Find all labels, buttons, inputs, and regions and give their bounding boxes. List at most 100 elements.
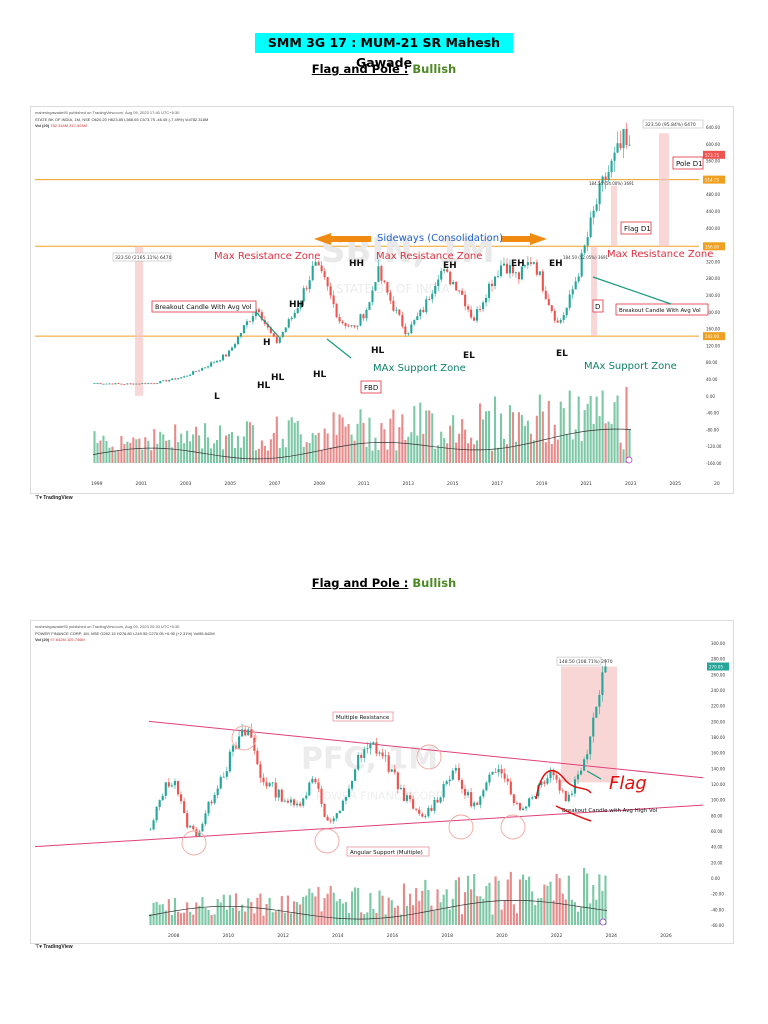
chart1-volume-bar <box>296 421 299 463</box>
chart2-candle <box>589 736 592 755</box>
chart2-candle <box>170 785 173 787</box>
chart1-volume-bar <box>272 432 275 463</box>
chart1-volume-bar <box>338 414 341 463</box>
chart2-candle <box>558 779 561 791</box>
chart1-volume-bar <box>482 419 485 463</box>
chart2-last-price-bg <box>707 662 729 671</box>
chart2-volume-bar <box>436 889 439 925</box>
chart2-volume-bar <box>454 880 457 925</box>
chart1-candle <box>218 360 222 362</box>
chart1-swing-label: EH <box>511 259 525 269</box>
chart1-x-tick: 2015 <box>447 481 459 487</box>
chart2-volume-bar <box>320 911 323 925</box>
chart2-volume-bar <box>543 884 546 925</box>
chart2-y-tick: 20.00 <box>711 860 723 865</box>
chart1-volume-bar <box>341 417 344 463</box>
chart2-volume-bar <box>512 904 515 925</box>
chart2-y-tick: 200.00 <box>711 719 725 724</box>
chart1-volume-bar <box>323 428 326 463</box>
chart2-volume-bar <box>470 889 473 925</box>
chart2-candle <box>518 803 522 810</box>
chart1-x-tick: 1999 <box>91 481 103 487</box>
chart1-max-res-mid: Max Resistance Zone <box>376 251 482 262</box>
chart1-candle <box>326 277 329 287</box>
chart1-volume-bar <box>329 447 332 463</box>
chart1-support-arrow <box>326 338 352 359</box>
chart2-candle <box>442 784 445 798</box>
chart1-volume-bar <box>374 437 377 463</box>
chart2-candle <box>189 825 192 828</box>
chart2-candle <box>332 818 335 822</box>
chart1-candle <box>499 265 503 277</box>
chart1-candle <box>610 160 613 173</box>
chart2-candle <box>207 801 210 814</box>
chart1-candle <box>604 176 607 180</box>
chart1-volume-bar <box>464 429 467 463</box>
chart2-volume-bar <box>332 892 335 925</box>
chart2-candle <box>155 807 158 821</box>
chart2-volume-bar <box>427 889 430 925</box>
chart1-candle <box>230 347 234 351</box>
chart1-volume-bar <box>458 433 461 463</box>
chart1-candle <box>386 282 389 293</box>
chart2-volume-bar <box>253 913 256 925</box>
chart1-candle <box>242 325 245 334</box>
chart2-candle <box>473 802 476 807</box>
chart1-volume-bar <box>180 433 183 463</box>
chart2-volume-bar <box>262 915 265 925</box>
chart2-volume-bar <box>503 900 506 925</box>
chart1-volume-bar <box>153 429 156 463</box>
chart1-candle <box>479 309 482 310</box>
chart1-candle <box>431 293 434 300</box>
chart1-candle <box>559 320 562 323</box>
chart1-volume-bar <box>598 416 601 463</box>
chart2-volume-bar <box>442 894 445 925</box>
chart2-volume-bar <box>277 909 280 925</box>
chart1-candle <box>598 183 601 205</box>
chart2-pivot-circle <box>314 828 340 854</box>
chart1-price-label-bg <box>703 332 725 341</box>
chart2-x-tick: 2012 <box>277 933 289 939</box>
chart2-candle <box>167 782 170 787</box>
chart1-volume-bar <box>401 414 404 463</box>
chart1-volume-bar <box>580 441 583 463</box>
section1-label: Flag and Pole : <box>311 62 409 76</box>
chart2-volume-bar <box>161 904 164 925</box>
chart2-candle <box>515 802 518 804</box>
chart2-candle <box>436 799 439 803</box>
chart1-candle <box>473 317 476 321</box>
chart1-candle <box>580 253 583 277</box>
chart1-volume-bar <box>350 434 353 463</box>
chart1-candle <box>347 325 350 327</box>
chart2-candle <box>601 672 604 695</box>
chart1-volume-bar <box>218 425 222 463</box>
chart1-y-tick: -40.00 <box>706 411 719 416</box>
chart1-volume-bar <box>135 439 138 463</box>
chart2-flag-label: Flag <box>609 773 647 794</box>
chart1-measure-box-flag <box>611 185 617 247</box>
section2-label: Flag and Pole : <box>311 576 409 590</box>
chart1-y-tick: -160.00 <box>706 461 722 466</box>
chart2-candle <box>595 706 598 718</box>
chart2-volume-bar <box>384 914 387 925</box>
chart2-volume-bar <box>201 897 204 925</box>
chart1-candle <box>162 380 165 382</box>
chart2-candle <box>241 729 244 737</box>
chart2-y-tick: 0.00 <box>711 876 720 881</box>
chart2-candle <box>183 801 186 814</box>
chart2-volume-bar <box>198 905 201 925</box>
chart2-volume-bar <box>463 892 467 925</box>
chart2-candle <box>320 788 323 805</box>
chart2-y-tick: 160.00 <box>711 751 725 756</box>
chart1-candle <box>377 266 380 283</box>
chart1-candle <box>317 262 320 266</box>
chart1-candle <box>207 366 210 368</box>
chart1-candle <box>371 290 374 303</box>
chart1-volume-bar <box>529 433 532 463</box>
chart1-candle <box>281 331 284 338</box>
chart1-swing-label: HH <box>289 300 304 310</box>
chart1-swing-label: HH <box>349 259 364 269</box>
chart1-volume-bar <box>168 439 171 463</box>
chart2-volume-bar <box>305 895 308 925</box>
chart1-volume-bar <box>150 450 153 463</box>
